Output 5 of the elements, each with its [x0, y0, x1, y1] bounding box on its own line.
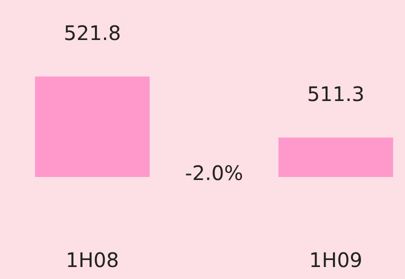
- x-tick-label: 1H09: [309, 248, 362, 272]
- annotation: -2.0%: [185, 161, 244, 186]
- data-label: 511.3: [307, 82, 364, 106]
- data-label: 521.8: [64, 20, 121, 45]
- x-tick-label: 1H08: [66, 248, 119, 272]
